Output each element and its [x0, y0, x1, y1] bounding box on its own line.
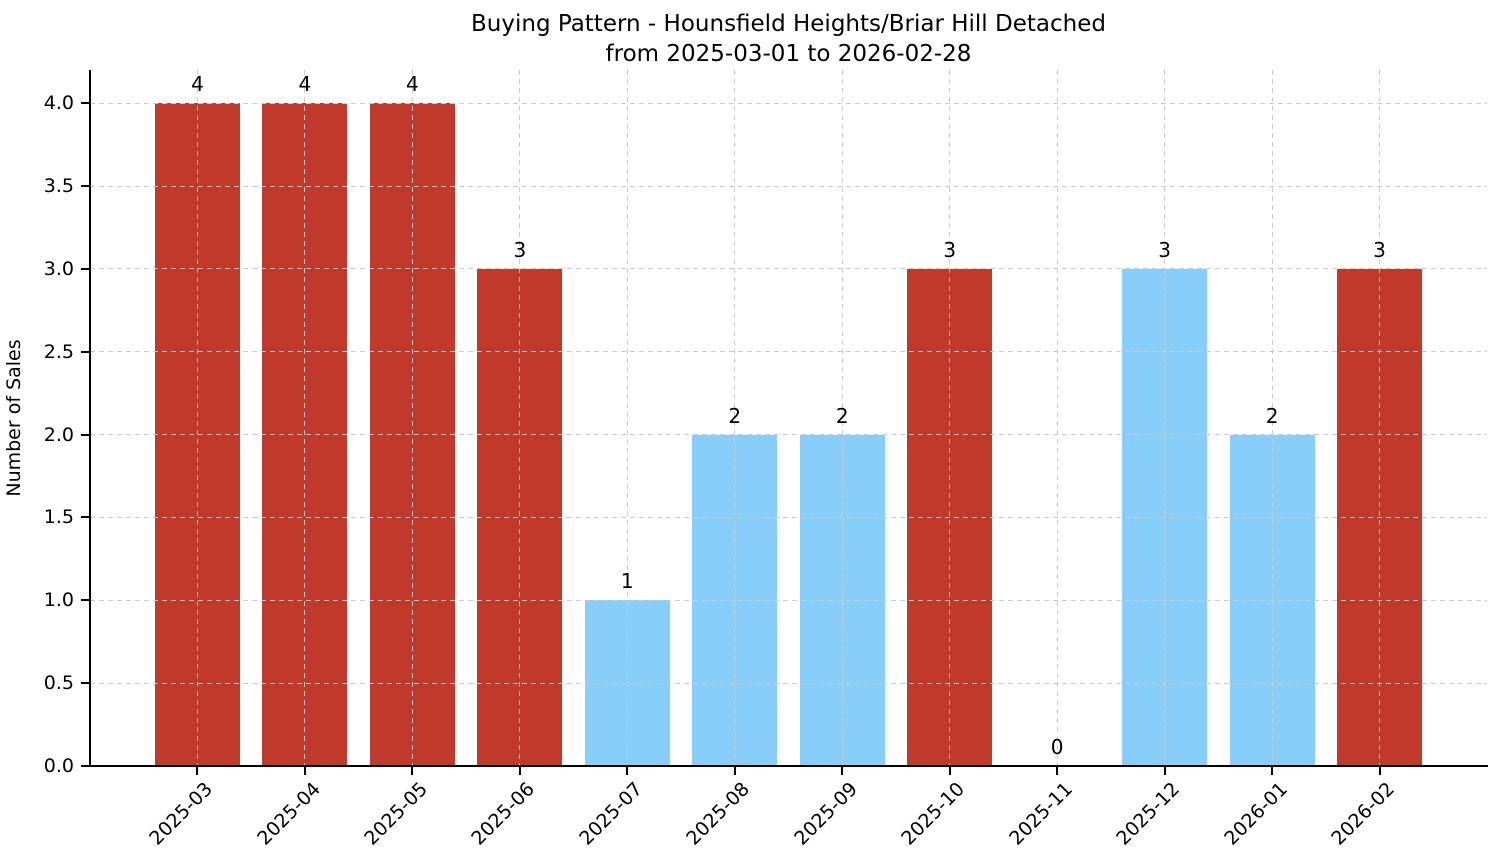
y-tick-label: 1.5: [43, 506, 74, 529]
v-gridline: [1056, 70, 1058, 766]
y-tick-mark: [81, 102, 89, 105]
bar-value-label: 2: [1265, 403, 1279, 428]
bar-value-label: 3: [1158, 237, 1171, 262]
v-gridline: [626, 70, 628, 766]
v-gridline: [411, 70, 413, 766]
y-tick-label: 2.0: [43, 423, 74, 446]
v-gridline: [734, 70, 736, 766]
v-gridline: [304, 70, 306, 766]
h-gridline: [90, 516, 1487, 518]
y-tick-mark: [81, 516, 89, 519]
x-tick-mark: [196, 767, 199, 775]
bar-value-label: 2: [728, 403, 742, 428]
x-tick-mark: [518, 767, 521, 775]
y-tick-mark: [81, 599, 89, 602]
y-tick-label: 0.0: [43, 755, 74, 777]
y-tick-label: 4.0: [43, 92, 74, 115]
x-tick-mark: [1056, 767, 1059, 775]
x-tick-mark: [733, 767, 736, 775]
x-tick-label: 2025-09: [790, 778, 862, 850]
y-axis-spine: [89, 70, 91, 766]
v-gridline: [1379, 70, 1381, 766]
chart-title: Buying Pattern - Hounsfield Heights/Bria…: [90, 10, 1487, 70]
x-tick-label: 2025-03: [145, 778, 218, 850]
bar-value-label: 4: [406, 72, 419, 97]
bar-value-label: 3: [943, 237, 957, 262]
x-tick-label: 2025-07: [575, 778, 647, 850]
y-tick-mark: [81, 185, 89, 187]
x-axis-spine: [89, 765, 1488, 767]
h-gridline: [90, 682, 1487, 684]
bar-value-label: 3: [1373, 237, 1386, 262]
v-gridline: [949, 70, 951, 766]
v-gridline: [1271, 70, 1273, 766]
bar-value-label: 1: [620, 569, 634, 594]
x-tick-label: 2025-11: [1005, 778, 1077, 850]
x-tick-mark: [1378, 767, 1381, 775]
y-tick-mark: [81, 433, 89, 436]
x-tick-label: 2025-04: [252, 778, 325, 850]
x-tick-label: 2025-05: [360, 778, 432, 850]
x-tick-label: 2026-02: [1327, 778, 1400, 850]
chart-title-line1: Buying Pattern - Hounsfield Heights/Bria…: [471, 11, 1106, 37]
h-gridline: [90, 102, 1487, 104]
x-tick-mark: [948, 767, 951, 775]
x-tick-label: 2026-01: [1219, 778, 1292, 850]
x-tick-label: 2025-06: [467, 778, 540, 850]
h-gridline: [90, 268, 1487, 270]
v-gridline: [841, 70, 843, 766]
y-tick-label: 2.5: [43, 340, 74, 363]
y-tick-label: 3.0: [43, 257, 74, 280]
x-tick-mark: [1163, 767, 1166, 775]
v-gridline: [1164, 70, 1166, 766]
chart-title-line2: from 2025-03-01 to 2026-02-28: [605, 40, 972, 67]
bar-value-label: 2: [835, 403, 849, 428]
y-tick-mark: [81, 682, 89, 685]
x-tick-label: 2025-10: [897, 778, 970, 850]
h-gridline: [90, 351, 1487, 353]
bar-value-label: 4: [191, 72, 204, 97]
y-tick-label: 0.5: [43, 672, 74, 695]
h-gridline: [90, 434, 1487, 436]
y-tick-label: 1.0: [43, 589, 74, 612]
x-tick-mark: [841, 767, 844, 775]
v-gridline: [519, 70, 521, 766]
plot-area: 2025-03 2025-04 2025-05 2025-06 2025-07 2025-…: [44, 70, 1488, 850]
y-axis-label: Number of Sales: [3, 339, 25, 497]
h-gridline: [90, 185, 1487, 187]
x-tick-mark: [1271, 767, 1274, 775]
x-tick-label: 2025-12: [1112, 778, 1185, 850]
x-tick-label: 2025-08: [682, 778, 755, 850]
y-tick-label: 3.5: [43, 175, 74, 197]
v-gridline: [196, 70, 198, 766]
y-tick-mark: [81, 350, 89, 353]
bar-value-label: 0: [1050, 735, 1064, 759]
y-tick-mark: [81, 765, 89, 767]
bar-value-label: 4: [298, 72, 312, 97]
h-gridline: [90, 599, 1487, 601]
x-tick-mark: [626, 767, 629, 775]
bar-value-label: 3: [513, 237, 527, 262]
x-tick-mark: [303, 767, 306, 775]
y-tick-mark: [81, 267, 89, 270]
x-tick-mark: [411, 767, 414, 775]
